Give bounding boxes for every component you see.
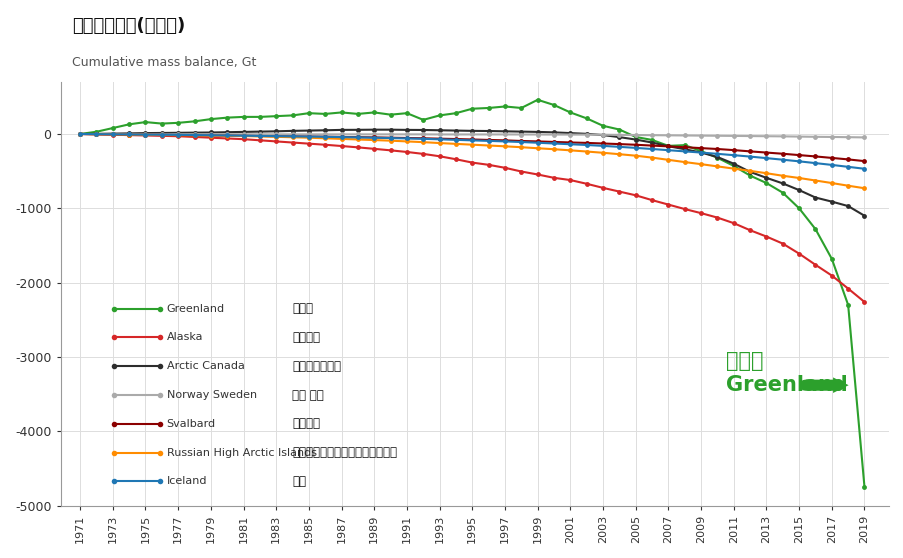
Text: 累積質量平衡(十億噸): 累積質量平衡(十億噸) xyxy=(72,17,185,35)
Text: Cumulative mass balance, Gt: Cumulative mass balance, Gt xyxy=(72,56,256,69)
Text: Iceland: Iceland xyxy=(166,477,207,487)
Text: 阿拉斯加: 阿拉斯加 xyxy=(293,331,321,344)
Text: 格陵蘭: 格陵蘭 xyxy=(725,350,762,371)
Text: Russian High Arctic Islands: Russian High Arctic Islands xyxy=(166,448,316,458)
Text: 冰島: 冰島 xyxy=(293,475,306,488)
Text: Arctic Canada: Arctic Canada xyxy=(166,361,244,371)
Text: Norway Sweden: Norway Sweden xyxy=(166,390,256,400)
Text: Svalbard: Svalbard xyxy=(166,419,216,429)
Text: Greenland: Greenland xyxy=(725,375,846,395)
Text: Alaska: Alaska xyxy=(166,333,203,343)
Text: 挪威 瑞典: 挪威 瑞典 xyxy=(293,388,324,402)
Text: 加拿大北極地區: 加拿大北極地區 xyxy=(293,360,341,373)
Text: Greenland: Greenland xyxy=(166,304,225,314)
Text: 斯瓦爾巴: 斯瓦爾巴 xyxy=(293,417,321,430)
Text: 位於北極高緯度地區的俄羅斯群島: 位於北極高緯度地區的俄羅斯群島 xyxy=(293,446,397,459)
Text: 格陵蘭: 格陵蘭 xyxy=(293,302,313,315)
